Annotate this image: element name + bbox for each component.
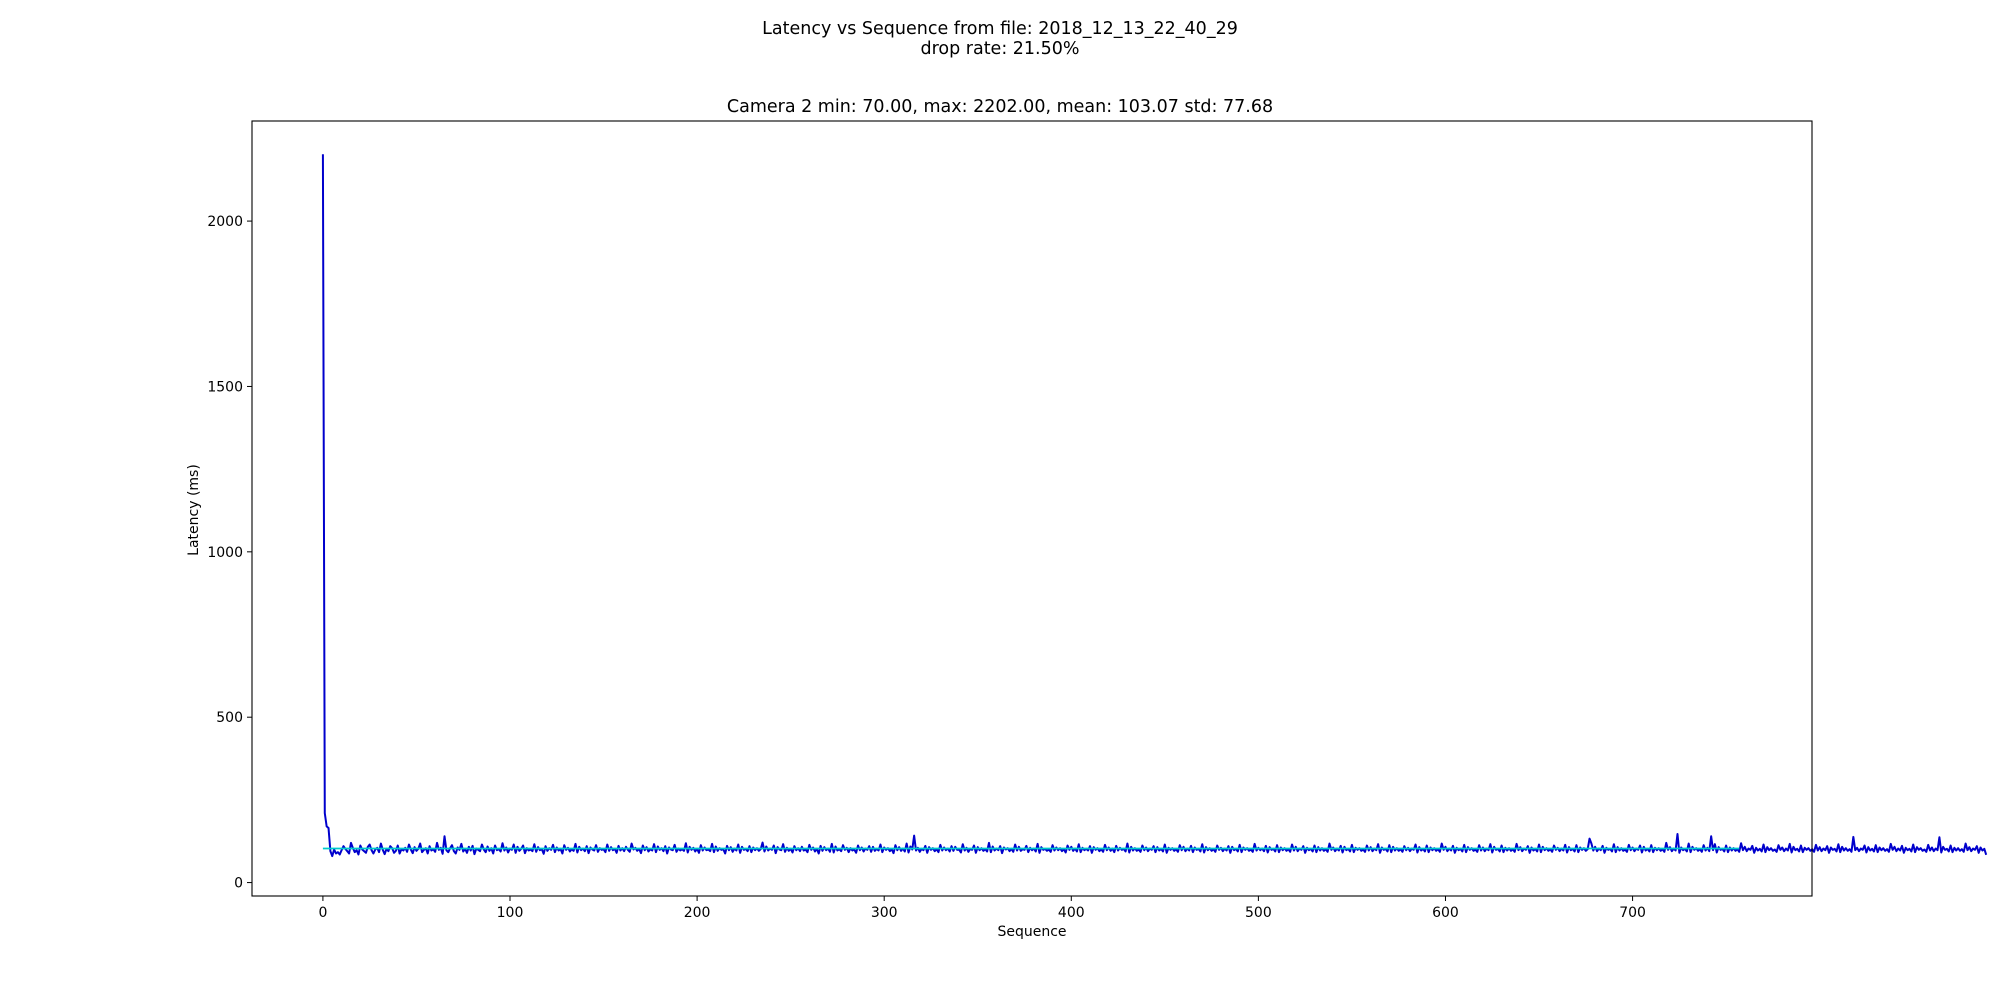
latency-series-line xyxy=(321,154,1988,858)
x-tick-label: 400 xyxy=(1058,905,1085,921)
y-tick-label: 2000 xyxy=(207,214,243,230)
y-tick-label: 1500 xyxy=(207,379,243,395)
figure-title-line2: drop rate: 21.50% xyxy=(920,39,1080,59)
x-tick-label: 200 xyxy=(684,905,711,921)
x-axis-ticks: 0 100 200 300 400 500 600 700 xyxy=(318,896,1646,921)
x-tick-label: 100 xyxy=(497,905,524,921)
figure-title-line1: Latency vs Sequence from file: 2018_12_1… xyxy=(762,19,1238,39)
y-tick-label: 500 xyxy=(216,710,243,726)
axes-title: Camera 2 min: 70.00, max: 2202.00, mean:… xyxy=(726,97,1274,117)
y-axis-ticks: 0 500 1000 1500 2000 xyxy=(207,214,252,892)
x-axis-label: Sequence xyxy=(997,924,1066,940)
plot-area xyxy=(321,154,1988,858)
y-tick-label: 0 xyxy=(234,876,243,892)
y-axis-label: Latency (ms) xyxy=(186,464,202,556)
x-tick-label: 600 xyxy=(1432,905,1459,921)
y-tick-label: 1000 xyxy=(207,545,243,561)
x-tick-label: 300 xyxy=(871,905,898,921)
axes-frame xyxy=(251,120,1813,897)
x-tick-label: 0 xyxy=(318,905,327,921)
x-tick-label: 500 xyxy=(1245,905,1272,921)
x-tick-label: 700 xyxy=(1619,905,1646,921)
